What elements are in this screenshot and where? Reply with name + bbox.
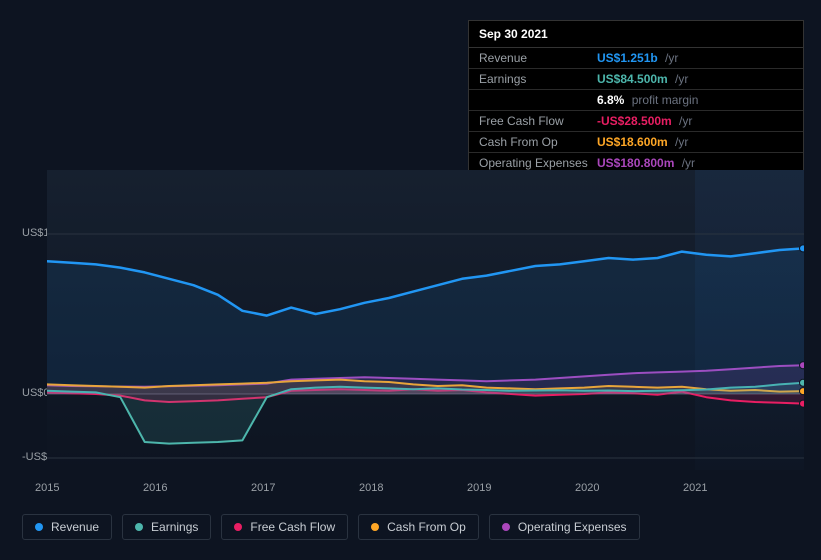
tooltip-row: Free Cash Flow-US$28.500m /yr: [469, 111, 803, 132]
tooltip-row-label: [479, 93, 597, 107]
legend-label: Free Cash Flow: [250, 520, 335, 534]
chart-legend: Revenue Earnings Free Cash Flow Cash From O…: [22, 514, 640, 540]
tooltip-row: Cash From OpUS$18.600m /yr: [469, 132, 803, 153]
legend-label: Revenue: [51, 520, 99, 534]
tooltip-row-value: US$1.251b /yr: [597, 51, 678, 65]
tooltip-row-label: Cash From Op: [479, 135, 597, 149]
tooltip-row-label: Revenue: [479, 51, 597, 65]
x-axis-label: 2018: [359, 482, 383, 494]
y-axis-label: US$0: [22, 387, 50, 399]
legend-label: Cash From Op: [387, 520, 466, 534]
tooltip-row-label: Operating Expenses: [479, 156, 597, 170]
tooltip-row: 6.8% profit margin: [469, 90, 803, 111]
legend-dot-icon: [135, 523, 143, 531]
tooltip-row-label: Free Cash Flow: [479, 114, 597, 128]
tooltip-row: EarningsUS$84.500m /yr: [469, 69, 803, 90]
x-axis-label: 2016: [143, 482, 167, 494]
tooltip-row-label: Earnings: [479, 72, 597, 86]
legend-label: Operating Expenses: [518, 520, 627, 534]
legend-item-free_cash_flow[interactable]: Free Cash Flow: [221, 514, 348, 540]
legend-item-operating_expenses[interactable]: Operating Expenses: [489, 514, 640, 540]
legend-dot-icon: [502, 523, 510, 531]
x-axis-label: 2019: [467, 482, 491, 494]
legend-dot-icon: [371, 523, 379, 531]
x-axis-label: 2017: [251, 482, 275, 494]
legend-dot-icon: [35, 523, 43, 531]
legend-item-revenue[interactable]: Revenue: [22, 514, 112, 540]
legend-item-earnings[interactable]: Earnings: [122, 514, 211, 540]
chart-canvas: [47, 170, 804, 470]
x-axis-label: 2020: [575, 482, 599, 494]
tooltip-row-value: US$84.500m /yr: [597, 72, 688, 86]
x-axis-label: 2021: [683, 482, 707, 494]
x-axis-label: 2015: [35, 482, 59, 494]
tooltip-date: Sep 30 2021: [469, 21, 803, 48]
chart-tooltip: Sep 30 2021 RevenueUS$1.251b /yrEarnings…: [468, 20, 804, 174]
tooltip-row-value: US$180.800m /yr: [597, 156, 695, 170]
legend-label: Earnings: [151, 520, 198, 534]
tooltip-row: RevenueUS$1.251b /yr: [469, 48, 803, 69]
tooltip-row-value: -US$28.500m /yr: [597, 114, 692, 128]
legend-dot-icon: [234, 523, 242, 531]
legend-item-cash_from_op[interactable]: Cash From Op: [358, 514, 479, 540]
tooltip-rows: RevenueUS$1.251b /yrEarningsUS$84.500m /…: [469, 48, 803, 173]
tooltip-row-value: US$18.600m /yr: [597, 135, 688, 149]
line-chart: [47, 170, 804, 470]
tooltip-row-value: 6.8% profit margin: [597, 93, 698, 107]
